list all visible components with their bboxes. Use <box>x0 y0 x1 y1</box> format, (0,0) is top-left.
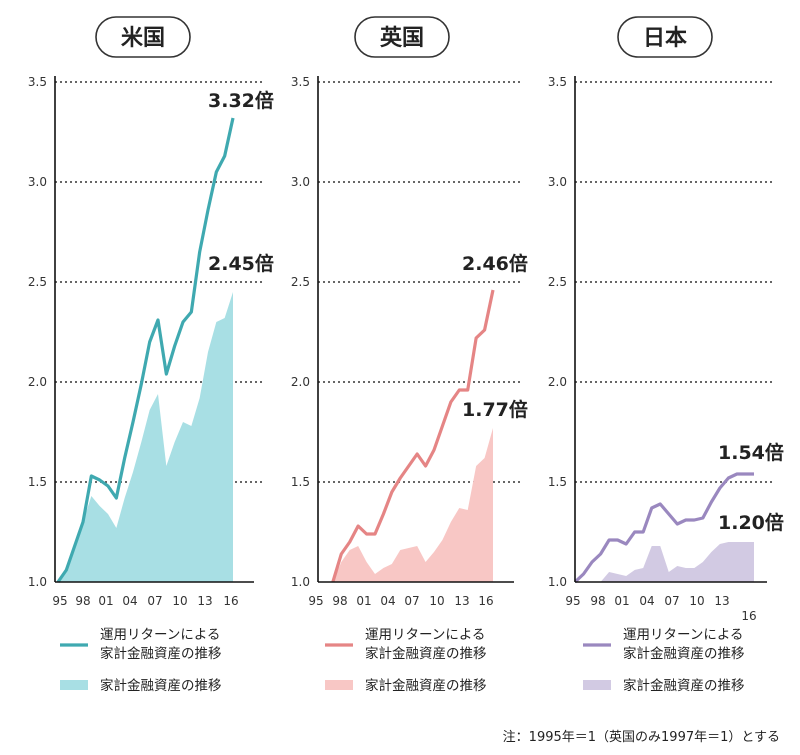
value-annotation: 3.32倍 <box>208 89 274 112</box>
x-tick-label: 04 <box>122 594 137 608</box>
x-tick-label: 07 <box>147 594 162 608</box>
y-tick-label: 2.0 <box>291 375 310 389</box>
line-series <box>56 117 235 583</box>
panel-2: 英国 1.0 1.5 2.0 2.5 3.0 3.5 95 98 01 04 07 10 13 16 2.46… <box>291 16 528 694</box>
y-tick-label: 3.0 <box>28 175 47 189</box>
y-tick-label: 1.0 <box>291 575 310 589</box>
y-tick-label: 2.5 <box>548 275 567 289</box>
y-tick-label: 2.0 <box>28 375 47 389</box>
x-tick-label: 13 <box>454 594 469 608</box>
legend-area-label: 家計金融資産の推移 <box>623 677 745 694</box>
y-tick-label: 3.5 <box>291 75 310 89</box>
area-series <box>58 292 233 582</box>
x-tick-label: 16 <box>741 609 756 623</box>
value-annotation: 2.45倍 <box>208 252 274 275</box>
x-tick-label: 01 <box>614 594 629 608</box>
panel-title: 日本 <box>643 26 687 51</box>
panel-title: 英国 <box>380 26 424 51</box>
y-tick-label: 2.0 <box>548 375 567 389</box>
line-series <box>573 472 754 584</box>
x-tick-label: 95 <box>52 594 67 608</box>
area-series <box>575 542 754 582</box>
legend-area-swatch <box>60 680 88 690</box>
x-tick-label: 98 <box>75 594 90 608</box>
x-tick-label: 95 <box>308 594 323 608</box>
y-tick-label: 2.5 <box>291 275 310 289</box>
value-annotation: 1.54倍 <box>718 441 784 464</box>
y-tick-label: 1.5 <box>291 475 310 489</box>
x-tick-label: 04 <box>380 594 395 608</box>
x-tick-label: 07 <box>404 594 419 608</box>
x-tick-label: 10 <box>429 594 444 608</box>
y-tick-label: 3.0 <box>548 175 567 189</box>
y-tick-label: 3.5 <box>548 75 567 89</box>
x-tick-label: 16 <box>478 594 493 608</box>
legend-area-swatch <box>583 680 611 690</box>
x-tick-label: 10 <box>689 594 704 608</box>
x-tick-label: 98 <box>590 594 605 608</box>
legend-line-label: 運用リターンによる <box>623 627 743 643</box>
legend-line-label: 運用リターンによる <box>365 627 485 643</box>
x-tick-label: 13 <box>197 594 212 608</box>
legend-area-swatch <box>325 680 353 690</box>
panel-title: 米国 <box>121 26 165 51</box>
y-tick-label: 1.0 <box>28 575 47 589</box>
x-tick-label: 01 <box>98 594 113 608</box>
y-tick-label: 3.0 <box>291 175 310 189</box>
value-annotation: 1.77倍 <box>462 398 528 421</box>
y-tick-label: 1.5 <box>548 475 567 489</box>
title-pill-border <box>354 16 450 58</box>
legend-line-label: 家計金融資産の推移 <box>623 645 745 662</box>
area-series <box>332 428 493 582</box>
line-series <box>331 289 495 583</box>
x-tick-label: 95 <box>565 594 580 608</box>
value-annotation: 1.20倍 <box>718 511 784 534</box>
y-tick-label: 2.5 <box>28 275 47 289</box>
title-pill-border <box>95 16 191 58</box>
footnote: 注：1995年＝1（英国のみ1997年＝1）とする <box>503 730 780 745</box>
legend-area-label: 家計金融資産の推移 <box>365 677 487 694</box>
x-tick-label: 10 <box>172 594 187 608</box>
panel-title-pill: 英国 <box>354 16 450 58</box>
value-annotation: 2.46倍 <box>462 252 528 275</box>
x-tick-label: 16 <box>223 594 238 608</box>
x-tick-label: 07 <box>664 594 679 608</box>
panel-title-pill: 米国 <box>95 16 191 58</box>
legend-line-label: 運用リターンによる <box>100 627 220 643</box>
panel-title-pill: 日本 <box>617 16 713 58</box>
y-tick-label: 3.5 <box>28 75 47 89</box>
x-tick-label: 01 <box>356 594 371 608</box>
panel-1: 米国 1.0 1.5 2.0 2.5 3.0 3.5 95 98 01 04 07 10 13 16 3.32… <box>28 16 274 694</box>
x-tick-label: 13 <box>714 594 729 608</box>
legend-line-label: 家計金融資産の推移 <box>365 645 487 662</box>
y-tick-label: 1.0 <box>548 575 567 589</box>
legend-line-label: 家計金融資産の推移 <box>100 645 222 662</box>
x-tick-label: 04 <box>639 594 654 608</box>
title-pill-border <box>617 16 713 58</box>
y-tick-label: 1.5 <box>28 475 47 489</box>
legend-area-label: 家計金融資産の推移 <box>100 677 222 694</box>
panel-3: 日本 1.0 1.5 2.0 2.5 3.0 3.5 95 98 01 04 07 10 13 16 1.54… <box>548 16 784 694</box>
x-tick-label: 98 <box>332 594 347 608</box>
